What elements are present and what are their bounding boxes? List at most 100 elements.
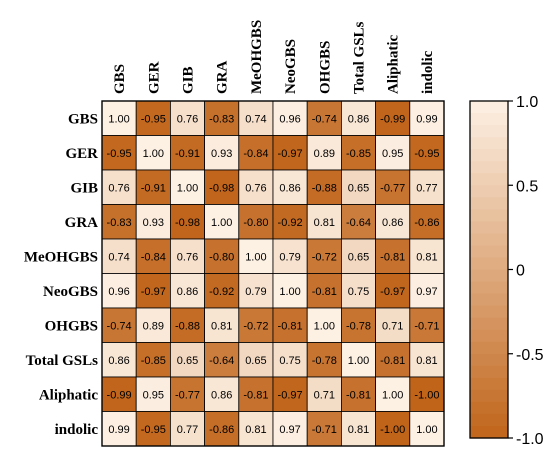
- cell-value-label: -0.81: [346, 389, 371, 401]
- heatmap-cell: [101, 204, 137, 240]
- cell-value-label: -0.77: [380, 182, 405, 194]
- heatmap-cell: [238, 376, 274, 412]
- cell-value-label: 1.00: [108, 113, 129, 125]
- colorbar-segment: [470, 425, 508, 439]
- colorbar-segment: [470, 125, 508, 138]
- heatmap-cell: [375, 273, 411, 309]
- cell-value-label: -0.97: [278, 389, 303, 401]
- heatmap-cell: [135, 342, 171, 378]
- cell-value-label: 0.93: [143, 217, 164, 229]
- heatmap-cell: [204, 376, 240, 412]
- column-label: Total GSLs: [352, 21, 368, 94]
- colorbar-segment: [470, 305, 508, 319]
- heatmap-cell: [272, 204, 308, 240]
- heatmap-cell: [272, 273, 308, 309]
- cell-value-label: 0.99: [416, 113, 437, 125]
- heatmap-cell: [409, 411, 445, 447]
- colorbar-segment: [470, 209, 508, 222]
- cell-value-label: -0.99: [107, 389, 132, 401]
- colorbar-segment: [470, 377, 508, 391]
- heatmap-cell: [375, 307, 411, 343]
- column-label: GRA: [215, 60, 231, 94]
- column-label: Aliphatic: [386, 34, 402, 94]
- cell-value-label: -0.74: [107, 320, 132, 332]
- cell-value-label: -0.80: [209, 251, 234, 263]
- colorbar-tick-label: 0.5: [516, 178, 538, 195]
- heatmap-cell: [306, 376, 342, 412]
- cell-value-label: -0.71: [312, 424, 337, 436]
- heatmap-border: [101, 100, 445, 447]
- cell-value-label: 0.86: [382, 217, 403, 229]
- heatmap-cell: [101, 307, 137, 343]
- heatmap-cell: [375, 204, 411, 240]
- colorbar-segment: [470, 185, 508, 198]
- cell-value-label: -0.72: [243, 320, 268, 332]
- heatmap-cell: [306, 204, 342, 240]
- cell-value-label: -0.64: [209, 355, 234, 367]
- colorbar-tick-label: -1.0: [516, 431, 544, 448]
- heatmap-cell: [340, 135, 376, 171]
- cell-value-label: 0.75: [348, 286, 369, 298]
- cell-value-label: 0.79: [245, 286, 266, 298]
- heatmap-cell: [101, 411, 137, 447]
- heatmap-cell: [409, 204, 445, 240]
- cell-value-label: 0.86: [279, 182, 300, 194]
- colorbar-segment: [470, 401, 508, 415]
- cell-value-label: 1.00: [279, 286, 300, 298]
- cell-value-label: 0.77: [177, 424, 198, 436]
- colorbar: 1.0 0.5 0 -0.5 -1.0: [469, 94, 544, 448]
- colorbar-tick-label: 1.0: [516, 94, 538, 111]
- cell-value-label: 0.95: [143, 389, 164, 401]
- cell-value-label: 0.86: [211, 389, 232, 401]
- cell-value-label: -0.99: [380, 113, 405, 125]
- cell-value-label: -0.97: [278, 148, 303, 160]
- colorbar-segment: [470, 269, 508, 283]
- cell-value-label: 1.00: [348, 355, 369, 367]
- heatmap-cell: [409, 100, 445, 136]
- heatmap-cell: [375, 238, 411, 274]
- cell-value-label: 0.81: [416, 251, 437, 263]
- heatmap-cell: [169, 238, 205, 274]
- colorbar-segment: [470, 101, 508, 114]
- cell-value-label: -0.91: [175, 148, 200, 160]
- cell-value-label: -1.00: [380, 424, 405, 436]
- heatmap-cell: [135, 169, 171, 205]
- cell-value-label: 0.96: [279, 113, 300, 125]
- heatmap-cell: [238, 273, 274, 309]
- cell-value-label: 0.99: [108, 424, 129, 436]
- cell-value-label: 0.71: [382, 320, 403, 332]
- heatmap-cell: [272, 135, 308, 171]
- colorbar-segment: [470, 149, 508, 162]
- colorbar-segment: [470, 293, 508, 307]
- heatmap-cell: [306, 135, 342, 171]
- cell-value-label: -0.77: [175, 389, 200, 401]
- heatmap-cell: [101, 100, 137, 136]
- cell-value-label: 0.89: [143, 320, 164, 332]
- heatmap-cell: [204, 135, 240, 171]
- cell-value-label: -0.72: [312, 251, 337, 263]
- column-label: GER: [146, 61, 162, 94]
- cell-value-label: -0.81: [380, 251, 405, 263]
- cell-value-label: 0.81: [245, 424, 266, 436]
- heatmap-cell: [204, 273, 240, 309]
- cell-value-label: 0.65: [348, 182, 369, 194]
- heatmap-cell: [340, 100, 376, 136]
- heatmap-cell: [135, 238, 171, 274]
- heatmap-cell: [306, 411, 342, 447]
- heatmap-cell: [272, 100, 308, 136]
- colorbar-segment: [470, 389, 508, 403]
- heatmap-cell: [340, 376, 376, 412]
- cell-value-label: 0.71: [314, 389, 335, 401]
- column-label: OHGBS: [317, 41, 333, 94]
- heatmap-cell: [340, 411, 376, 447]
- colorbar-segment: [470, 329, 508, 343]
- cell-value-label: -0.97: [141, 286, 166, 298]
- cell-value-label: 0.79: [279, 251, 300, 263]
- heatmap-cell: [238, 342, 274, 378]
- cell-value-label: -0.78: [312, 355, 337, 367]
- cell-value-label: -0.92: [278, 217, 303, 229]
- heatmap-cell: [272, 411, 308, 447]
- cell-value-label: 0.76: [177, 113, 198, 125]
- heatmap-cell: [375, 135, 411, 171]
